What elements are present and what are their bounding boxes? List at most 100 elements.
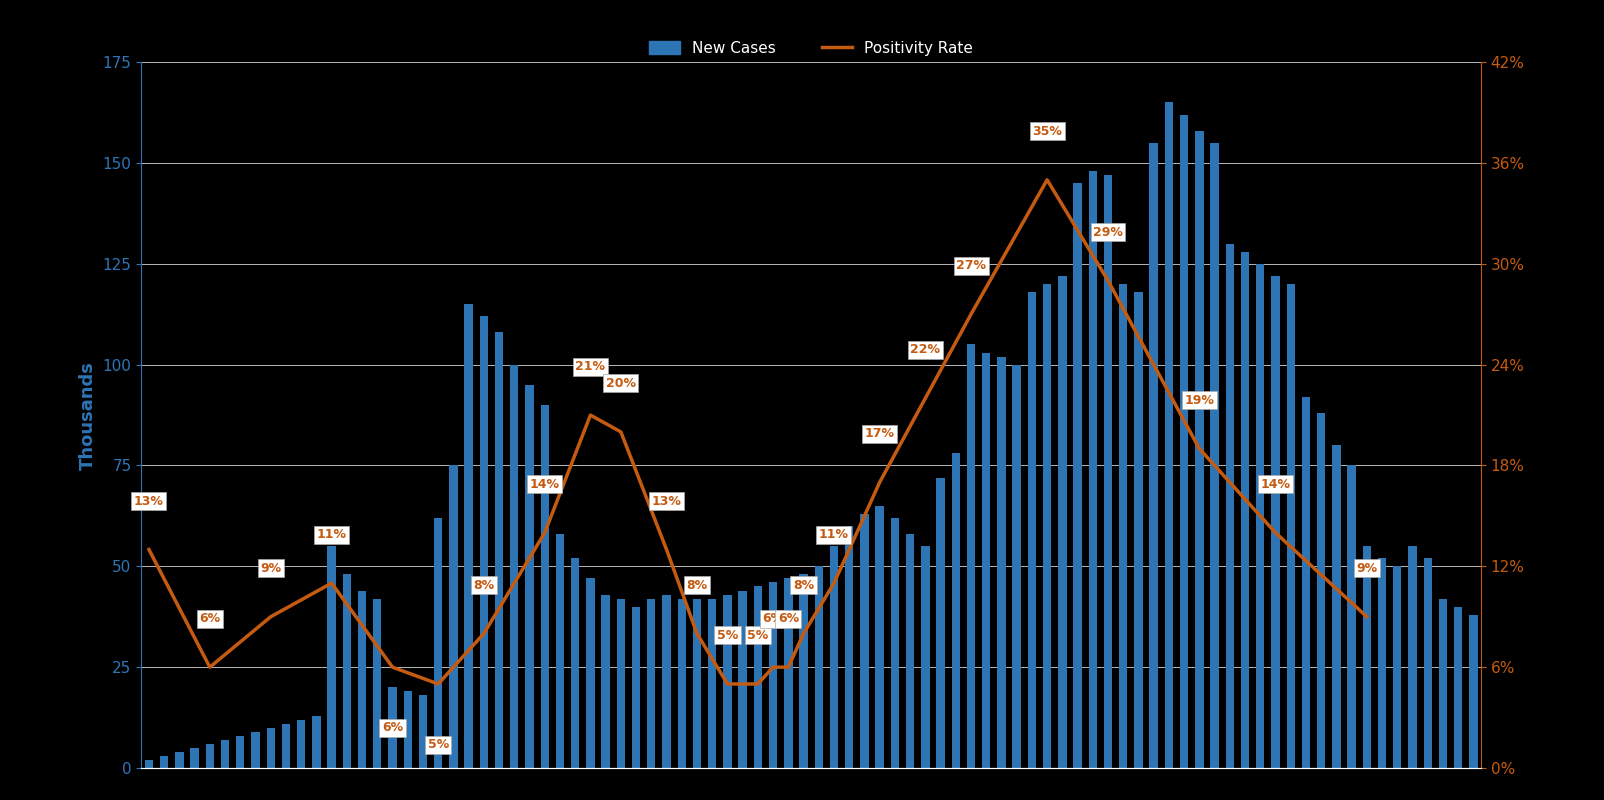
Bar <box>144 760 152 768</box>
Bar <box>282 724 290 768</box>
Bar <box>313 715 321 768</box>
Bar <box>829 546 839 768</box>
Text: 11%: 11% <box>820 528 849 541</box>
Text: 6%: 6% <box>778 612 799 625</box>
Bar <box>815 566 823 768</box>
Bar <box>723 594 731 768</box>
Bar <box>1394 566 1402 768</box>
Text: 8%: 8% <box>792 578 815 591</box>
Bar <box>1272 276 1280 768</box>
Bar <box>1012 365 1020 768</box>
Bar <box>1165 102 1173 768</box>
Bar <box>1028 292 1036 768</box>
Bar <box>388 687 396 768</box>
Bar <box>951 454 959 768</box>
Bar <box>1256 264 1264 768</box>
Bar <box>1181 114 1189 768</box>
Bar <box>799 574 808 768</box>
Bar <box>297 719 305 768</box>
Bar <box>1134 292 1142 768</box>
Bar <box>876 506 884 768</box>
Bar <box>404 691 412 768</box>
Bar <box>890 518 900 768</box>
Bar <box>480 316 488 768</box>
Bar <box>419 695 427 768</box>
Bar <box>1317 413 1325 768</box>
Bar <box>662 594 670 768</box>
Bar <box>358 590 366 768</box>
Bar <box>374 598 382 768</box>
Text: 35%: 35% <box>1033 125 1062 138</box>
Text: 6%: 6% <box>762 612 784 625</box>
Bar <box>632 606 640 768</box>
Text: 9%: 9% <box>260 562 281 574</box>
Bar <box>1453 606 1463 768</box>
Text: 14%: 14% <box>529 478 560 490</box>
Bar <box>252 732 260 768</box>
Bar <box>845 526 853 768</box>
Bar <box>205 744 213 768</box>
Bar <box>1211 143 1219 768</box>
Bar <box>738 590 747 768</box>
Bar <box>585 578 595 768</box>
Bar <box>937 478 945 768</box>
Bar <box>1333 446 1341 768</box>
Bar <box>1302 397 1310 768</box>
Text: 5%: 5% <box>717 629 738 642</box>
Bar <box>465 304 473 768</box>
Text: 5%: 5% <box>428 738 449 751</box>
Bar <box>555 534 565 768</box>
Bar <box>1059 276 1067 768</box>
Bar <box>754 586 762 768</box>
Bar <box>707 598 717 768</box>
Text: 29%: 29% <box>1092 226 1123 238</box>
Bar <box>343 574 351 768</box>
Bar <box>1043 284 1051 768</box>
Bar <box>191 748 199 768</box>
Bar <box>1469 614 1477 768</box>
Bar <box>784 578 792 768</box>
Text: 27%: 27% <box>956 259 986 272</box>
Bar <box>906 534 914 768</box>
Bar <box>1120 284 1128 768</box>
Legend: New Cases, Positivity Rate: New Cases, Positivity Rate <box>643 34 980 62</box>
Y-axis label: Thousands: Thousands <box>79 361 98 470</box>
Bar <box>967 345 975 768</box>
Bar <box>1363 546 1371 768</box>
Bar <box>646 598 656 768</box>
Bar <box>860 514 869 768</box>
Text: 5%: 5% <box>747 629 768 642</box>
Bar <box>175 752 183 768</box>
Text: 13%: 13% <box>135 494 164 507</box>
Bar <box>1439 598 1447 768</box>
Bar <box>693 598 701 768</box>
Bar <box>1241 252 1250 768</box>
Bar <box>327 546 335 768</box>
Bar <box>602 594 610 768</box>
Text: 8%: 8% <box>687 578 707 591</box>
Bar <box>1195 130 1203 768</box>
Bar <box>435 518 443 768</box>
Bar <box>1347 466 1355 768</box>
Bar <box>266 728 274 768</box>
Bar <box>541 405 549 768</box>
Bar <box>1225 244 1233 768</box>
Text: 17%: 17% <box>865 427 895 440</box>
Bar <box>1089 171 1097 768</box>
Text: 6%: 6% <box>382 722 403 734</box>
Bar <box>236 736 244 768</box>
Text: 13%: 13% <box>651 494 682 507</box>
Bar <box>1423 558 1432 768</box>
Bar <box>1408 546 1416 768</box>
Bar <box>221 740 229 768</box>
Text: 8%: 8% <box>473 578 494 591</box>
Bar <box>510 365 518 768</box>
Text: 14%: 14% <box>1261 478 1291 490</box>
Bar <box>1286 284 1294 768</box>
Bar <box>449 466 457 768</box>
Bar <box>616 598 626 768</box>
Bar <box>982 353 990 768</box>
Bar <box>160 756 168 768</box>
Bar <box>526 385 534 768</box>
Bar <box>1150 143 1158 768</box>
